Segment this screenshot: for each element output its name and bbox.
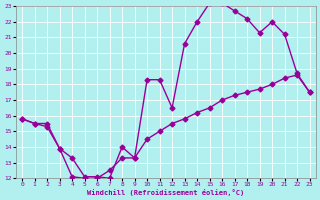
X-axis label: Windchill (Refroidissement éolien,°C): Windchill (Refroidissement éolien,°C) (87, 189, 244, 196)
